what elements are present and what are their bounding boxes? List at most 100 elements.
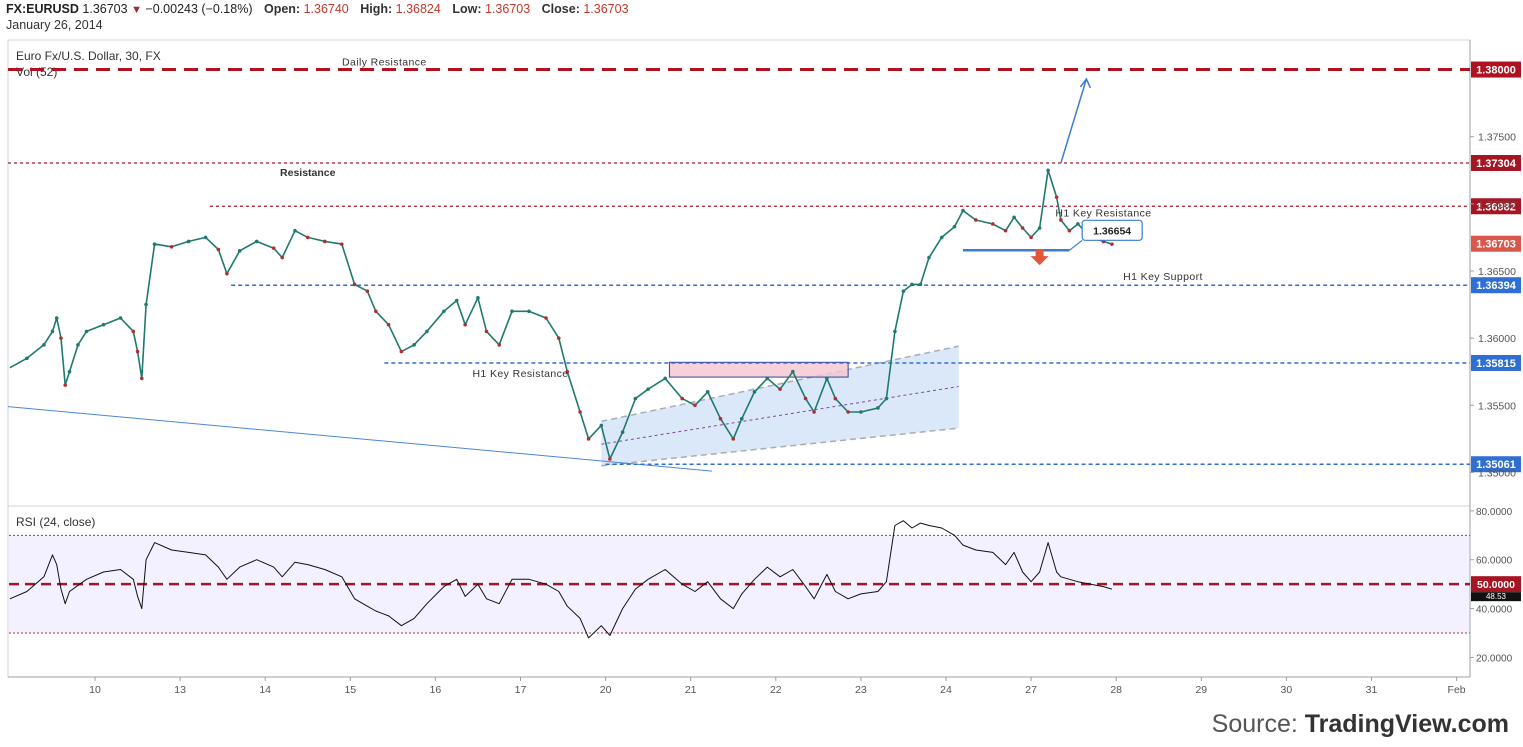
price-point — [901, 289, 906, 293]
symbol-label: FX:EURUSD — [6, 2, 79, 16]
price-point — [578, 410, 582, 414]
price-point — [859, 410, 863, 414]
price-point — [280, 255, 285, 260]
rsi-label: RSI (24, close) — [16, 515, 95, 529]
price-point — [186, 239, 191, 244]
price-point — [76, 343, 80, 347]
price-point — [633, 396, 638, 401]
price-tag-text-1.37304: 1.37304 — [1476, 158, 1517, 170]
time-axis-label: 31 — [1366, 684, 1378, 696]
price-point — [739, 416, 744, 421]
time-axis-label: 14 — [259, 684, 271, 696]
price-point — [140, 376, 144, 381]
price-point — [63, 383, 68, 387]
level-note-1.36982: H1 Key Resistance — [1055, 207, 1151, 219]
price-axis-label: 1.35000 — [1478, 467, 1516, 479]
high-label: High: — [360, 2, 393, 16]
price-point — [225, 271, 229, 276]
price-point — [305, 235, 310, 240]
source-watermark: Source: TradingView.com — [1212, 710, 1509, 739]
price-point — [693, 403, 697, 408]
price-point — [1003, 228, 1008, 233]
price-point — [169, 245, 174, 249]
price-point — [973, 218, 978, 222]
price-point — [527, 309, 531, 314]
price-point — [778, 387, 782, 391]
price-tag-text-1.36703: 1.36703 — [1476, 239, 1516, 251]
time-axis-label: Feb — [1448, 684, 1466, 696]
price-point — [216, 247, 221, 252]
rsi-current-tag — [1471, 592, 1521, 602]
price-point — [365, 289, 370, 293]
price-point — [1020, 226, 1025, 230]
low-value: 1.36703 — [484, 2, 531, 16]
price-point — [833, 396, 838, 401]
price-point — [25, 356, 29, 361]
rsi-midline-tag — [1471, 576, 1521, 593]
price-point — [825, 376, 829, 381]
time-axis-label: 10 — [89, 684, 101, 696]
price-tag-1.37304 — [1471, 155, 1521, 172]
callout-value: 1.36654 — [1093, 225, 1131, 237]
down-arrow-icon: ▼ — [131, 4, 142, 16]
price-point — [791, 369, 795, 374]
trendline — [7, 406, 713, 472]
price-tag-1.36394 — [1471, 277, 1521, 294]
price-point — [586, 437, 591, 441]
price-point — [497, 343, 502, 347]
price-tag-1.36982 — [1471, 198, 1521, 215]
price-point — [442, 309, 446, 314]
price-point — [203, 235, 208, 240]
price-change: −0.00243 (−0.18%) — [145, 2, 253, 16]
price-point — [67, 369, 72, 374]
chart-title: Euro Fx/U.S. Dollar, 30, FX — [16, 49, 161, 63]
time-axis-label: 13 — [174, 684, 186, 696]
price-point — [731, 437, 736, 441]
price-point — [339, 242, 344, 246]
up-arrow-shaft — [1060, 78, 1088, 164]
time-axis-label: 21 — [685, 684, 697, 696]
price-point — [752, 390, 757, 394]
price-point — [939, 235, 944, 240]
price-point — [59, 336, 63, 340]
price-axis-label: 1.35500 — [1478, 400, 1516, 412]
price-tag-1.35061 — [1471, 456, 1521, 473]
price-point — [927, 255, 931, 260]
price-point — [101, 322, 106, 327]
price-tag-text-1.38000: 1.38000 — [1476, 65, 1516, 77]
price-point — [131, 329, 136, 334]
chart-header: FX:EURUSD 1.36703 ▼ −0.00243 (−0.18%) Op… — [6, 2, 629, 18]
source-brand: TradingView.com — [1304, 710, 1509, 738]
price-point — [484, 329, 489, 334]
channel-upper-line — [601, 345, 959, 423]
price-point — [412, 343, 416, 347]
callout-box — [1081, 219, 1143, 241]
resistance-text: Resistance — [280, 167, 336, 179]
price-point — [1012, 215, 1016, 220]
price-point — [135, 349, 140, 354]
time-axis-label: 29 — [1195, 684, 1207, 696]
price-point — [254, 239, 259, 244]
time-axis-label: 23 — [855, 684, 867, 696]
price-tag-text-1.35815: 1.35815 — [1476, 358, 1516, 370]
price-axis-label: 1.37000 — [1478, 199, 1516, 211]
price-axis-label: 1.36000 — [1478, 333, 1516, 345]
price-point — [952, 224, 957, 229]
price-point — [1037, 226, 1042, 230]
close-value: 1.36703 — [583, 2, 629, 16]
time-axis-label: 16 — [430, 684, 442, 696]
up-arrow-icon — [1079, 77, 1092, 89]
price-axis-label: 1.37500 — [1478, 132, 1516, 144]
low-label: Low: — [452, 2, 482, 16]
price-tag-1.35815 — [1471, 354, 1521, 371]
rsi-midline-text: 50.0000 — [1477, 579, 1515, 591]
price-point — [1076, 222, 1080, 226]
price-point — [237, 249, 242, 253]
price-tag-text-1.36982: 1.36982 — [1476, 201, 1516, 213]
price-point — [1029, 235, 1033, 240]
price-point — [718, 416, 723, 421]
time-axis-label: 27 — [1025, 684, 1037, 696]
price-point — [620, 430, 625, 434]
price-point — [425, 329, 429, 334]
